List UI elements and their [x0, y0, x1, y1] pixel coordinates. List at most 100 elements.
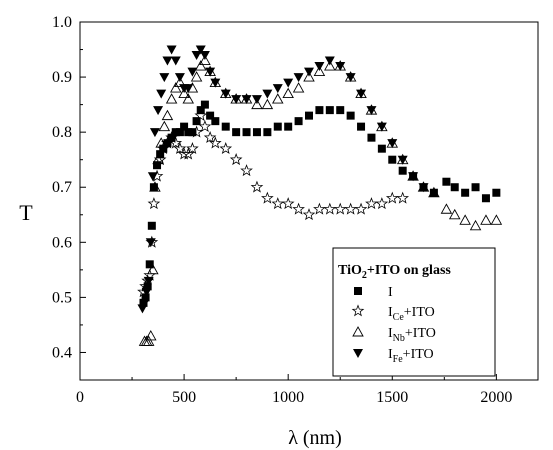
- data-point: [169, 136, 183, 149]
- data-point: [139, 298, 150, 308]
- legend-marker-1: [351, 304, 365, 317]
- data-point: [205, 67, 216, 77]
- x-tick-label: 1500: [376, 389, 408, 406]
- data-point: [271, 197, 285, 210]
- y-tick-label: 0.4: [52, 344, 72, 361]
- legend-label-ife: IFe+ITO: [388, 347, 434, 365]
- data-point: [194, 108, 208, 122]
- data-point: [440, 203, 453, 214]
- plot-frame: [79, 21, 539, 381]
- data-point: [302, 208, 316, 221]
- data-point: [169, 82, 182, 93]
- legend-label-inb: INb+ITO: [388, 326, 436, 344]
- data-point: [376, 122, 387, 132]
- data-point: [190, 125, 203, 138]
- data-point: [305, 111, 313, 120]
- data-point: [356, 89, 367, 99]
- data-point: [324, 56, 335, 66]
- series-3: [137, 45, 429, 314]
- data-point: [145, 238, 156, 248]
- data-point: [385, 191, 399, 204]
- y-tick-label: 0.5: [52, 289, 72, 306]
- legend-marker-0: [354, 287, 362, 295]
- plot-area: [137, 45, 503, 346]
- data-point: [174, 76, 186, 88]
- data-point: [145, 330, 157, 341]
- y-tick-label: 0.7: [52, 179, 72, 196]
- data-point: [180, 122, 189, 131]
- legend-title: TiO2+ITO on glass: [338, 263, 451, 281]
- data-point: [191, 51, 202, 61]
- data-point: [241, 95, 252, 105]
- data-point: [314, 62, 325, 72]
- data-point: [199, 54, 211, 66]
- data-point: [153, 106, 164, 116]
- data-point: [336, 106, 345, 115]
- data-point: [344, 202, 357, 215]
- data-point: [143, 282, 152, 291]
- data-point: [304, 67, 314, 77]
- data-point: [480, 214, 492, 225]
- data-point: [156, 89, 167, 99]
- data-point: [492, 188, 501, 197]
- x-tick-label: 1000: [272, 389, 304, 406]
- data-point: [174, 73, 185, 83]
- data-point: [182, 93, 195, 104]
- data-point: [173, 142, 187, 155]
- data-point: [388, 155, 397, 164]
- y-tick-label: 1.0: [52, 14, 72, 31]
- data-point: [187, 67, 198, 77]
- data-point: [184, 128, 193, 137]
- x-tick-label: 2000: [480, 389, 512, 406]
- data-point: [147, 172, 158, 182]
- legend-label-i: I: [388, 285, 393, 300]
- data-point: [442, 177, 451, 186]
- data-point: [194, 60, 207, 71]
- data-point: [171, 128, 180, 137]
- y-tick-label: 0.9: [52, 69, 72, 86]
- legend: TiO2+ITO on glass I ICe+ITO INb+ITO IFe+…: [332, 247, 496, 377]
- data-point: [178, 87, 190, 99]
- data-point: [165, 93, 178, 104]
- data-point: [396, 191, 410, 204]
- data-point: [175, 128, 184, 137]
- x-tick-label: 0: [76, 389, 84, 406]
- x-axis-label: λ (nm): [288, 427, 342, 449]
- data-point: [167, 133, 176, 142]
- data-point: [220, 89, 231, 99]
- data-point: [313, 202, 326, 215]
- data-point: [397, 155, 408, 165]
- data-point: [346, 111, 355, 120]
- data-point: [303, 71, 315, 82]
- data-point: [377, 144, 386, 153]
- data-point: [490, 214, 503, 225]
- data-point: [450, 183, 459, 192]
- data-point: [159, 73, 170, 83]
- data-point: [283, 78, 294, 88]
- data-point: [448, 208, 461, 220]
- data-point: [461, 188, 470, 197]
- data-point: [145, 260, 154, 269]
- data-point: [149, 128, 160, 138]
- data-point: [242, 128, 251, 137]
- data-point: [313, 65, 326, 77]
- data-point: [159, 144, 168, 153]
- data-point: [190, 71, 203, 82]
- data-point: [428, 186, 440, 198]
- data-point: [147, 197, 161, 210]
- data-point: [481, 194, 490, 203]
- data-point: [137, 304, 148, 314]
- data-point: [232, 128, 241, 137]
- data-point: [200, 100, 209, 109]
- data-point: [165, 131, 178, 144]
- data-point: [250, 180, 264, 193]
- data-point: [210, 78, 221, 88]
- data-point: [141, 293, 150, 302]
- legend-marker-2: [352, 326, 364, 337]
- data-point: [251, 95, 262, 105]
- data-point: [149, 181, 161, 192]
- data-point: [293, 73, 304, 83]
- y-tick-label: 0.8: [52, 124, 72, 141]
- data-point: [186, 142, 199, 155]
